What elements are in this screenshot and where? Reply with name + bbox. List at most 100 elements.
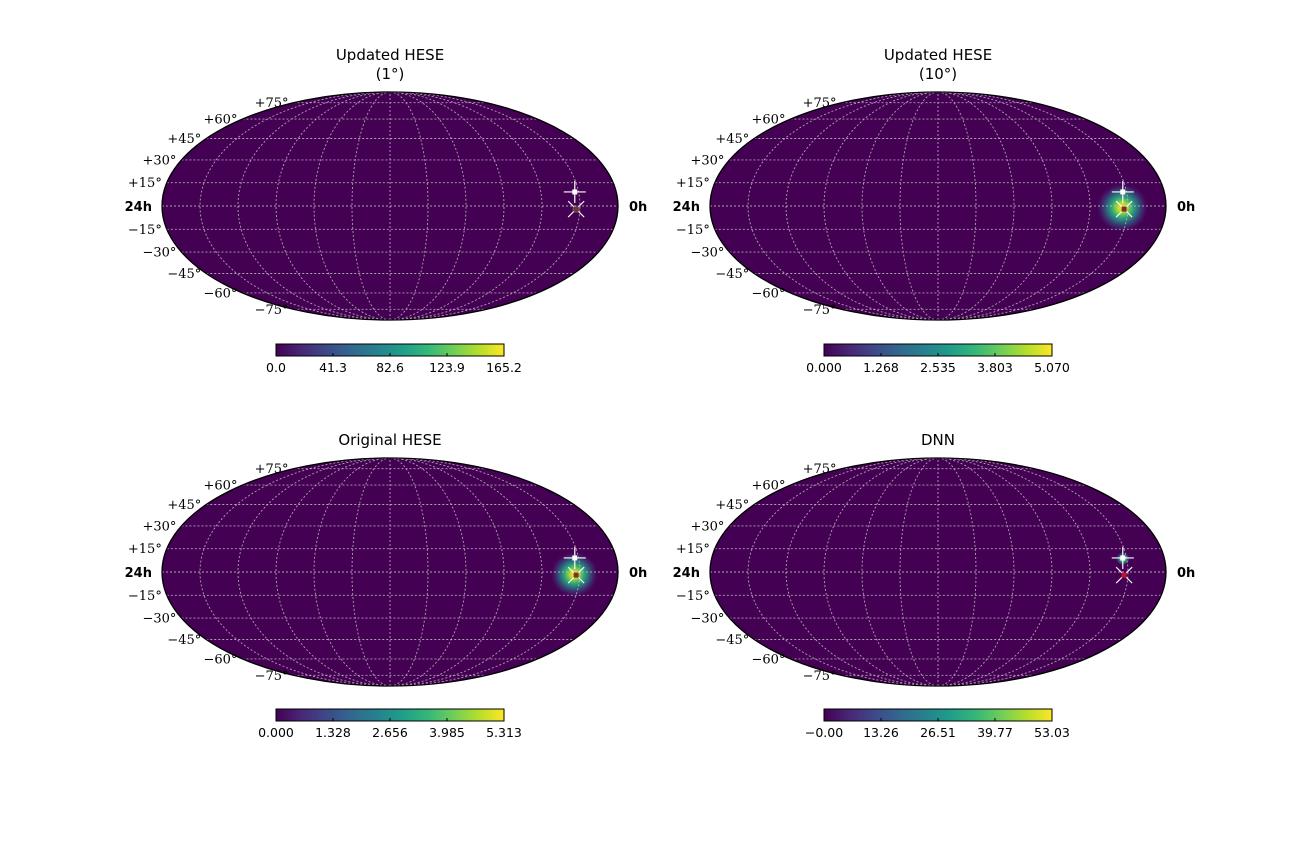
dec-label: −45° [167,267,201,282]
colorbar-tick-label: 1.268 [863,360,899,375]
dec-label: −75° [803,669,837,684]
dec-label: −45° [715,633,749,648]
colorbar: 0.000 1.268 2.535 3.803 5.070 [806,343,1070,375]
dec-label: +75° [803,96,837,111]
colorbar: −0.00 13.26 26.51 39.77 53.03 [805,708,1070,740]
colorbar-tick-label: −0.00 [805,725,843,740]
colorbar-tick-label: 2.535 [920,360,956,375]
dec-label: −75° [255,303,289,318]
ra-label-right: 0h [1177,200,1195,215]
ra-label-left: 24h [673,200,700,215]
colorbar-tick-label: 3.803 [977,360,1013,375]
dec-label: −60° [752,286,786,301]
ra-label-left: 24h [125,200,152,215]
colorbar-tick-label: 53.03 [1034,725,1070,740]
map-outline [161,91,619,321]
dec-label: +60° [752,113,786,128]
colorbar-tick-label: 13.26 [863,725,899,740]
dec-label: −15° [128,223,162,238]
dec-label: +60° [752,479,786,494]
dec-label: −75° [255,669,289,684]
dec-label: +30° [142,519,176,534]
dec-label: +30° [142,153,176,168]
dec-label: −45° [167,633,201,648]
dec-label: +15° [676,176,710,191]
plus-marker [1111,546,1134,569]
dec-label: −30° [690,246,724,261]
dec-label: −60° [752,652,786,667]
graticule [710,92,1166,320]
colorbar-tick-label: 123.9 [429,360,465,375]
ra-label-right: 0h [629,200,647,215]
meridian-line [389,92,581,320]
colorbar: 0.0 41.3 82.6 123.9 165.2 [266,343,522,375]
colorbar-tick-label: 5.313 [486,725,522,740]
meridian-line [937,458,1129,686]
dec-label: −30° [142,612,176,627]
cross-marker [567,200,585,218]
colorbar-tick-label: 26.51 [920,725,956,740]
meridian-line [937,92,1129,320]
panel-title: Updated HESE [336,46,444,64]
dec-label: −15° [128,589,162,604]
colorbar-tick-label: 2.656 [372,725,408,740]
graticule [162,92,618,320]
colorbar-tick-label: 0.000 [806,360,842,375]
sky-map-panel-1: Updated HESE(1°) 24h 0h +15° −15° +30° −30° +45… [125,46,648,375]
dec-label: −30° [142,246,176,261]
dec-label: +75° [255,96,289,111]
colorbar-tick-label: 5.070 [1034,360,1070,375]
map-outline [709,457,1167,687]
cross-marker [1115,200,1133,218]
sky-map-panel-3: Original HESE 24h 0h +15° −15° +30° −30° +45° −4… [125,431,648,740]
dec-label: +45° [715,132,749,147]
panel-title: (1°) [376,65,405,83]
dec-label: +75° [803,462,837,477]
ra-label-right: 0h [629,566,647,581]
dec-label: −75° [803,303,837,318]
colorbar-tick-label: 3.985 [429,725,465,740]
colorbar-tick-label: 82.6 [376,360,404,375]
sky-map-panel-4: DNN 24h 0h +15° −15° +30° −30° +45° −45° +60° −60°… [673,431,1196,740]
panel-title: DNN [921,431,955,449]
colorbar-tick-label: 1.328 [315,725,351,740]
dec-label: −30° [690,612,724,627]
plus-marker [1111,180,1134,203]
map-outline [709,91,1167,321]
panel-title: Original HESE [338,431,441,449]
dec-label: +60° [204,113,238,128]
sky-map-panel-2: Updated HESE(10°) 24h 0h +15° −15° +30° −30° +4… [673,46,1196,375]
dec-label: +30° [690,153,724,168]
ra-label-left: 24h [673,566,700,581]
plus-marker [563,180,586,203]
dec-label: +45° [167,498,201,513]
dec-label: +15° [128,542,162,557]
dec-label: −60° [204,286,238,301]
dec-label: +15° [128,176,162,191]
colorbar-tick-label: 165.2 [486,360,522,375]
dec-label: −15° [676,589,710,604]
dec-label: +60° [204,479,238,494]
colorbar-tick-label: 41.3 [319,360,347,375]
cross-marker [1115,566,1133,584]
dec-label: −15° [676,223,710,238]
colorbar: 0.000 1.328 2.656 3.985 5.313 [258,708,522,740]
panel-title: (10°) [919,65,957,83]
plus-marker [563,546,586,569]
dec-label: +75° [255,462,289,477]
colorbar-tick-label: 39.77 [977,725,1013,740]
graticule [710,458,1166,686]
ra-label-left: 24h [125,566,152,581]
graticule [162,458,618,686]
map-outline [161,457,619,687]
dec-label: +30° [690,519,724,534]
panel-title: Updated HESE [884,46,992,64]
dec-label: +45° [167,132,201,147]
colorbar-tick-label: 0.000 [258,725,294,740]
dec-label: −45° [715,267,749,282]
dec-label: −60° [204,652,238,667]
dec-label: +15° [676,542,710,557]
colorbar-tick-label: 0.0 [266,360,286,375]
ra-label-right: 0h [1177,566,1195,581]
